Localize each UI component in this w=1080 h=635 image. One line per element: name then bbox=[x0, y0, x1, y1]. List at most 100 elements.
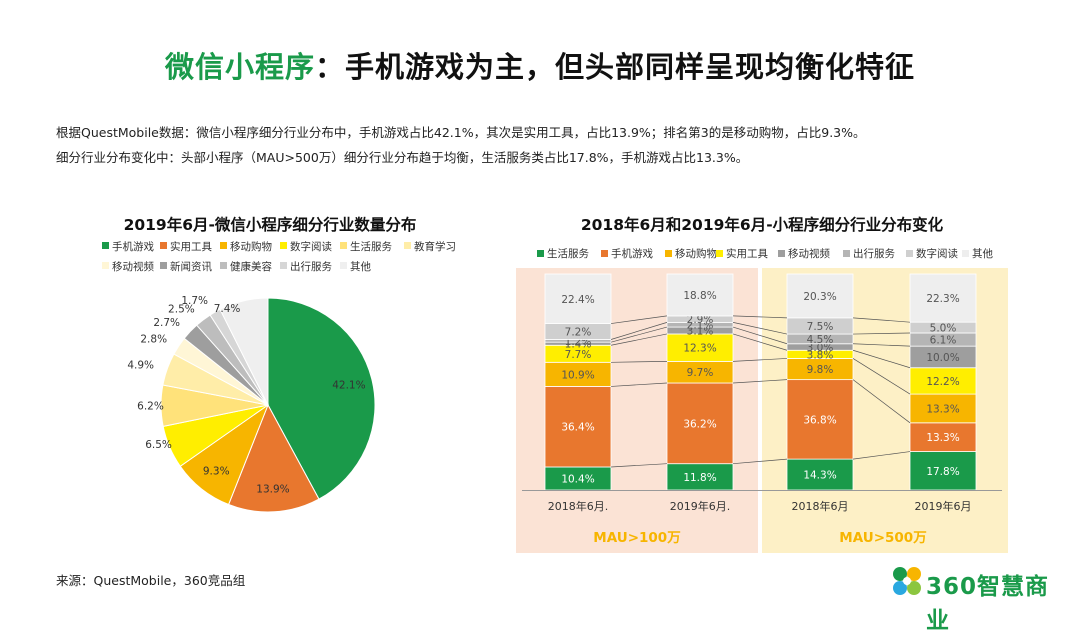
bar-legend-swatch bbox=[778, 250, 785, 257]
bar-legend-label: 实用工具 bbox=[726, 247, 768, 260]
bar-legend-swatch bbox=[843, 250, 850, 257]
bar-connector-line bbox=[610, 463, 668, 468]
bar-legend-label: 数字阅读 bbox=[916, 247, 958, 260]
bar-connector-line bbox=[732, 458, 788, 465]
pie-legend-swatch bbox=[280, 242, 287, 249]
bar-segment bbox=[786, 379, 854, 460]
pie-slice bbox=[267, 297, 376, 500]
bar-segment bbox=[909, 393, 977, 424]
pie-legend-swatch bbox=[404, 242, 411, 249]
bar-connector-line bbox=[610, 326, 668, 343]
bar-segment bbox=[666, 273, 734, 317]
bar-legend-swatch bbox=[962, 250, 969, 257]
pie-slice-label: 6.5% bbox=[145, 439, 172, 451]
bar-segment-label: 36.4% bbox=[561, 422, 594, 434]
pie-legend-label: 移动购物 bbox=[230, 240, 272, 253]
bar-legend-label: 移动购物 bbox=[675, 247, 717, 260]
bar-segment-label: 9.8% bbox=[807, 364, 834, 376]
bar-segment-label: 2.9% bbox=[687, 314, 714, 326]
bar-segment bbox=[666, 463, 734, 491]
pie-legend-swatch bbox=[340, 262, 347, 269]
bar-connector-line bbox=[732, 358, 788, 362]
bar-segment-label: 10.0% bbox=[926, 352, 959, 364]
pie-legend-swatch bbox=[102, 262, 109, 269]
bar-segment bbox=[666, 382, 734, 465]
bar-segment-label: 13.3% bbox=[926, 432, 959, 444]
bar-segment-label: 4.5% bbox=[807, 334, 834, 346]
pie-legend-swatch bbox=[220, 242, 227, 249]
bar-connector-line bbox=[610, 322, 668, 340]
bar-connector-line bbox=[732, 379, 788, 384]
pie-slice-label: 1.7% bbox=[181, 295, 208, 307]
pie-slice bbox=[227, 403, 320, 513]
x-tick-label: 2019年6月. bbox=[670, 499, 731, 513]
bar-segment-label: 7.7% bbox=[565, 349, 592, 361]
bar-segment-label: 6.1% bbox=[930, 335, 957, 347]
bar-segment-label: 10.4% bbox=[561, 473, 594, 485]
bar-connector-line bbox=[732, 322, 788, 335]
bar-legend-label: 其他 bbox=[972, 247, 993, 260]
pie-slice-label: 13.9% bbox=[256, 483, 289, 495]
pie-slice-label: 2.7% bbox=[153, 317, 180, 329]
bar-segment-label: 9.7% bbox=[687, 367, 714, 379]
bar-segment-label: 5.0% bbox=[930, 323, 957, 335]
pie-legend-swatch bbox=[160, 262, 167, 269]
logo: 360智慧商业 bbox=[890, 564, 1070, 634]
bar-connector-line bbox=[732, 326, 788, 345]
pie-legend-label: 手机游戏 bbox=[112, 240, 154, 253]
bar-segment bbox=[909, 273, 977, 323]
bar-connector-line bbox=[852, 317, 911, 323]
bar-connector-line bbox=[610, 333, 668, 346]
bar-segment-label: 11.8% bbox=[683, 472, 716, 484]
bar-segment bbox=[544, 386, 612, 468]
bar-segment-label: 3.1% bbox=[687, 326, 714, 338]
pie-slice-label: 6.2% bbox=[137, 401, 164, 413]
pie-legend-swatch bbox=[220, 262, 227, 269]
pie-legend-label: 移动视频 bbox=[112, 260, 154, 273]
bar-legend-label: 移动视频 bbox=[788, 247, 830, 260]
bar-legend-swatch bbox=[716, 250, 723, 257]
bar-chart-title: 2018年6月和2019年6月-小程序细分行业分布变化 bbox=[580, 216, 944, 234]
bar-segment-label: 22.4% bbox=[561, 294, 594, 306]
bar-legend-label: 生活服务 bbox=[547, 247, 589, 260]
bar-segment bbox=[544, 273, 612, 324]
bar-connector-line bbox=[732, 315, 788, 319]
bar-connector-line bbox=[610, 361, 668, 363]
description-line-1: 根据QuestMobile数据：微信小程序细分行业分布中，手机游戏占比42.1%… bbox=[56, 125, 866, 140]
bar-segment-label: 18.8% bbox=[683, 290, 716, 302]
logo-icon bbox=[893, 567, 921, 595]
bar-legend-swatch bbox=[537, 250, 544, 257]
pie-legend-label: 其他 bbox=[350, 260, 371, 273]
bar-legend-label: 出行服务 bbox=[853, 247, 895, 260]
pie-legend-label: 实用工具 bbox=[170, 240, 212, 253]
bar-segment-label: 12.2% bbox=[926, 376, 959, 388]
x-tick-label: 2018年6月 bbox=[792, 499, 849, 513]
bar-segment-label: 3.0% bbox=[807, 342, 834, 354]
bar-connector-line bbox=[852, 451, 911, 460]
page-title-rest: ：手机游戏为主，但头部同样呈现均衡化特征 bbox=[315, 50, 916, 84]
pie-legend-label: 新闻资讯 bbox=[170, 260, 212, 273]
bar-connector-line bbox=[852, 349, 911, 369]
x-tick-label: 2019年6月 bbox=[915, 499, 972, 513]
pie-legend-label: 出行服务 bbox=[290, 260, 332, 273]
bar-segment-label: 13.3% bbox=[926, 403, 959, 415]
bar-segment-label: 22.3% bbox=[926, 293, 959, 305]
bar-segment bbox=[666, 333, 734, 362]
pie-slice-label: 42.1% bbox=[332, 379, 365, 391]
bar-legend-swatch bbox=[906, 250, 913, 257]
bar-legend-label: 手机游戏 bbox=[611, 247, 653, 260]
pie-legend-label: 健康美容 bbox=[230, 260, 272, 273]
bar-legend-swatch bbox=[665, 250, 672, 257]
group-label-mau-100: MAU>100万 bbox=[593, 530, 680, 546]
bar-connector-line bbox=[852, 379, 911, 424]
pie-legend-label: 教育学习 bbox=[414, 240, 456, 253]
bar-segment-label: 12.3% bbox=[683, 343, 716, 355]
x-tick-label: 2018年6月. bbox=[548, 499, 609, 513]
bar-segment-label: 3.8% bbox=[807, 349, 834, 361]
pie-legend-swatch bbox=[102, 242, 109, 249]
bar-segment-label: 17.8% bbox=[926, 466, 959, 478]
bar-connector-line bbox=[732, 333, 788, 351]
bar-connector-line bbox=[610, 382, 668, 387]
description-line-2: 细分行业分布变化中：头部小程序（MAU>500万）细分行业分布趋于均衡，生活服务… bbox=[56, 150, 749, 165]
